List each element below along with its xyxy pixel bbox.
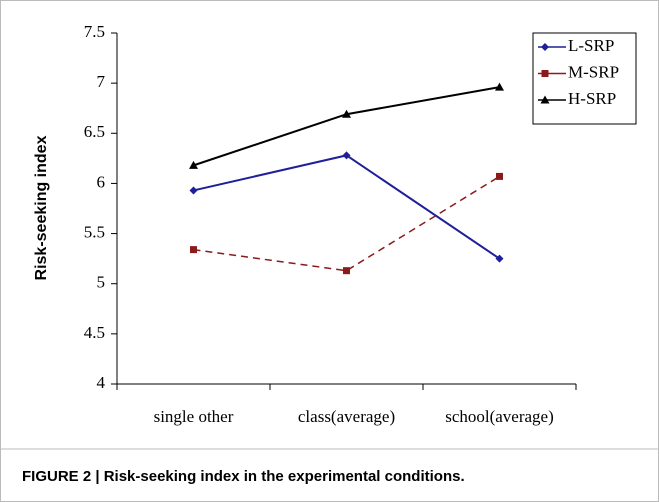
legend-box [532,32,637,125]
y-tick-label: 6 [97,172,106,191]
marker [190,246,197,254]
y-tick-label: 5 [97,273,106,292]
marker [343,267,350,275]
caption: FIGURE 2 | Risk-seeking index in the exp… [22,468,465,485]
series-line [193,175,500,272]
y-tick-label: 7 [97,72,106,91]
marker [495,254,504,263]
x-tick-label: class(average) [298,407,395,426]
x-tick-label: school(average) [445,407,554,426]
marker [541,70,549,77]
legend-label: H-SRP [568,89,616,108]
y-tick-label: 5.5 [84,222,105,241]
marker [189,160,198,169]
series-line [193,154,501,260]
x-tick-label: single other [154,407,234,426]
marker [540,95,550,104]
marker [541,43,549,51]
legend-label: L-SRP [568,36,614,55]
marker [342,109,351,118]
marker [189,186,198,195]
marker [496,172,503,180]
y-tick-label: 6.5 [84,122,105,141]
y-axis-label: Risk-seeking index [33,135,50,280]
marker [342,151,351,160]
legend-label: M-SRP [568,62,619,81]
y-tick-label: 4.5 [84,323,105,342]
marker [495,82,504,91]
y-tick-label: 7.5 [84,22,105,41]
y-tick-label: 4 [97,373,106,392]
